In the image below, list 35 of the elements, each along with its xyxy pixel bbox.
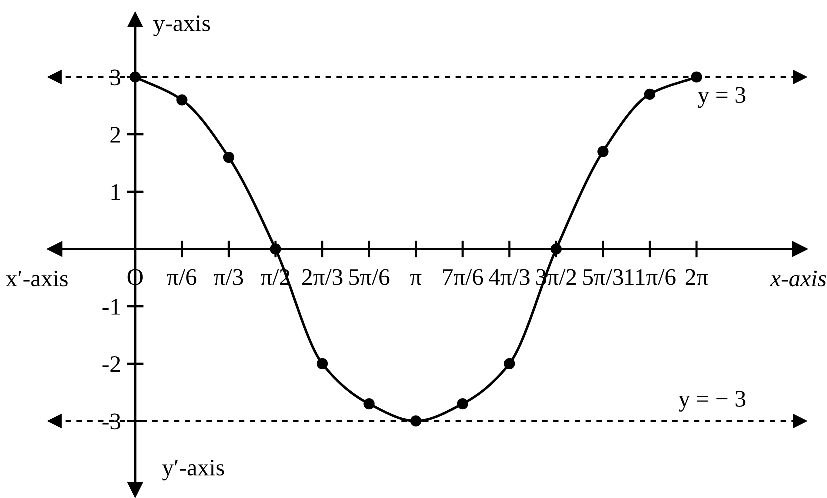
point bbox=[691, 72, 702, 83]
point bbox=[176, 94, 188, 106]
x-tick-label: 7π/6 bbox=[443, 269, 484, 286]
point bbox=[270, 244, 282, 255]
point bbox=[410, 416, 422, 427]
x-tick-label: π bbox=[410, 274, 422, 286]
point bbox=[457, 398, 468, 410]
point bbox=[504, 358, 516, 370]
point bbox=[550, 244, 562, 255]
y-tick-label: -1 bbox=[102, 299, 120, 315]
point bbox=[598, 146, 609, 158]
x-tick-label: 2π bbox=[686, 269, 708, 286]
x-tick-label: 5π/3 bbox=[584, 269, 624, 286]
point bbox=[364, 398, 375, 410]
y-tick-label: 1 bbox=[112, 184, 120, 200]
y-tick-label: -3 bbox=[102, 414, 121, 430]
point bbox=[644, 88, 656, 100]
x-tick-label: 11π/6 bbox=[626, 269, 676, 286]
y-axis-title: y-axis bbox=[154, 16, 210, 36]
ref-line-label: y = 3 bbox=[698, 87, 746, 108]
point bbox=[130, 72, 141, 83]
y-tick-label: 3 bbox=[110, 70, 121, 86]
x-tick-label: 2π/3 bbox=[302, 269, 343, 286]
annotation: x′-axis bbox=[6, 270, 68, 287]
x-tick-label: π/3 bbox=[214, 269, 244, 286]
point bbox=[316, 358, 328, 370]
ref-line-label: y = − 3 bbox=[678, 391, 746, 412]
annotation: y′-axis bbox=[162, 460, 224, 481]
x-tick-label: 5π/6 bbox=[350, 269, 390, 286]
y-tick-label: -2 bbox=[102, 356, 120, 372]
x-tick-label: 4π/3 bbox=[489, 269, 530, 286]
y-tick-label: 2 bbox=[110, 127, 120, 143]
x-axis-title: x-axis bbox=[770, 270, 826, 287]
point bbox=[223, 152, 235, 164]
x-tick-label: π/6 bbox=[167, 269, 197, 286]
